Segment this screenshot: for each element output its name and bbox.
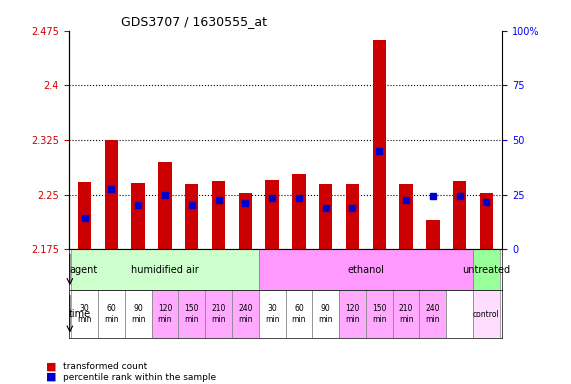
Bar xyxy=(446,290,473,338)
Bar xyxy=(104,140,118,249)
Bar xyxy=(473,249,500,290)
Bar xyxy=(185,184,199,249)
Bar xyxy=(366,290,393,338)
Bar xyxy=(266,180,279,249)
Bar xyxy=(158,162,172,249)
Text: GDS3707 / 1630555_at: GDS3707 / 1630555_at xyxy=(120,15,267,28)
Bar xyxy=(131,183,145,249)
Text: 210
min: 210 min xyxy=(211,305,226,324)
Bar xyxy=(125,290,151,338)
Bar xyxy=(420,290,446,338)
Text: 150
min: 150 min xyxy=(372,305,387,324)
Bar xyxy=(71,249,259,290)
Bar xyxy=(286,290,312,338)
Bar xyxy=(151,290,178,338)
Bar xyxy=(319,184,332,249)
Text: control: control xyxy=(473,310,500,318)
Bar xyxy=(98,290,125,338)
Bar xyxy=(232,290,259,338)
Bar xyxy=(480,193,493,249)
Text: 120
min: 120 min xyxy=(158,305,172,324)
Bar xyxy=(239,193,252,249)
Bar xyxy=(312,290,339,338)
Text: 210
min: 210 min xyxy=(399,305,413,324)
Bar xyxy=(473,290,500,338)
Text: 120
min: 120 min xyxy=(345,305,360,324)
Text: 240
min: 240 min xyxy=(425,305,440,324)
Text: time: time xyxy=(69,309,91,319)
Text: 150
min: 150 min xyxy=(184,305,199,324)
Bar xyxy=(78,182,91,249)
Text: 90
min: 90 min xyxy=(319,305,333,324)
Text: 30
min: 30 min xyxy=(265,305,279,324)
Text: 240
min: 240 min xyxy=(238,305,252,324)
Bar xyxy=(178,290,205,338)
Text: 60
min: 60 min xyxy=(104,305,119,324)
Text: 30
min: 30 min xyxy=(77,305,92,324)
Text: 60
min: 60 min xyxy=(292,305,306,324)
Bar xyxy=(259,249,473,290)
Text: ethanol: ethanol xyxy=(347,265,384,275)
Bar xyxy=(426,220,440,249)
Bar xyxy=(453,182,467,249)
Bar xyxy=(393,290,420,338)
Text: untreated: untreated xyxy=(463,265,510,275)
Bar xyxy=(399,184,413,249)
Bar xyxy=(71,290,98,338)
Bar xyxy=(339,290,366,338)
Bar xyxy=(372,40,386,249)
Bar xyxy=(346,184,359,249)
Bar xyxy=(259,290,286,338)
Text: percentile rank within the sample: percentile rank within the sample xyxy=(63,372,216,382)
Text: humidified air: humidified air xyxy=(131,265,199,275)
Text: ■: ■ xyxy=(46,362,56,372)
Bar xyxy=(212,182,225,249)
Text: transformed count: transformed count xyxy=(63,362,147,371)
Bar xyxy=(205,290,232,338)
Text: 90
min: 90 min xyxy=(131,305,146,324)
Bar xyxy=(292,174,305,249)
Text: ■: ■ xyxy=(46,372,56,382)
Text: agent: agent xyxy=(69,265,97,275)
